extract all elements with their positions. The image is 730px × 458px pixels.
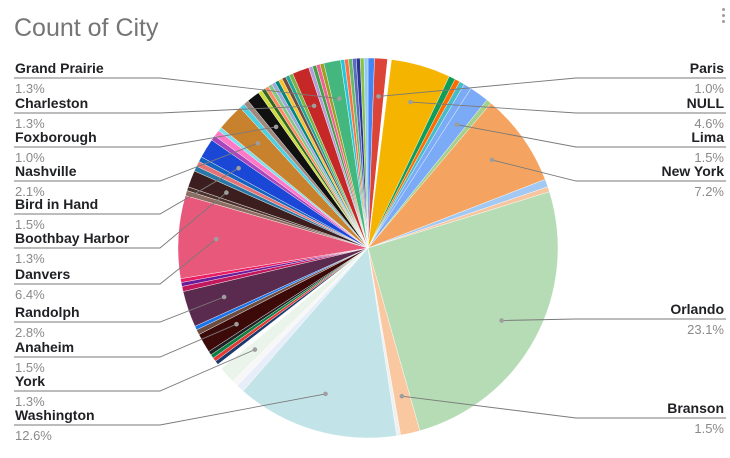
leader-line-grand-prairie (14, 77, 340, 100)
slice-label-randolph: Randolph (15, 304, 80, 320)
leader-line-foxborough (14, 126, 277, 148)
leader-dot-new-york (489, 157, 495, 163)
leader-dot-paris (376, 94, 381, 99)
leader-dot-bird-in-hand (236, 165, 241, 171)
leader-line-lima (456, 124, 726, 148)
leader-dot-danvers (214, 236, 219, 242)
leader-line-charleston (14, 105, 315, 114)
slice-label-washington: Washington (15, 407, 95, 423)
slice-percent-foxborough: 1.0% (15, 150, 45, 165)
leader-dot-nashville (255, 141, 261, 146)
leader-dot-grand-prairie (337, 96, 342, 101)
pie-slice-washington[interactable] (242, 247, 397, 439)
leader-line-anaheim (14, 323, 237, 358)
slice-percent-new-york: 7.2% (694, 184, 724, 199)
leader-dot-lima (454, 122, 460, 127)
slice-label-nashville: Nashville (15, 163, 77, 179)
leader-line-boothbay-harbor (14, 192, 227, 249)
leader-line-new-york (491, 159, 726, 182)
slice-label-york: York (15, 373, 45, 389)
slice-percent-anaheim: 1.5% (15, 360, 45, 375)
slice-label-lima: Lima (691, 129, 724, 145)
slice-percent-lima: 1.5% (694, 150, 724, 165)
slice-label-null: NULL (687, 95, 725, 111)
chart-title: Count of City (14, 14, 159, 42)
slice-percent-grand-prairie: 1.3% (15, 81, 45, 96)
slice-label-branson: Branson (667, 400, 724, 416)
slice-label-grand-prairie: Grand Prairie (15, 60, 104, 76)
slice-percent-danvers: 6.4% (15, 287, 45, 302)
leader-dot-branson (399, 393, 405, 399)
slice-percent-washington: 12.6% (15, 428, 52, 443)
leader-line-bird-in-hand (14, 167, 239, 215)
slice-percent-null: 4.6% (694, 116, 724, 131)
leader-dot-york (252, 347, 258, 352)
slice-percent-orlando: 23.1% (687, 322, 724, 337)
slice-percent-nashville: 2.1% (15, 184, 45, 199)
slice-label-charleston: Charleston (15, 95, 88, 111)
leader-dot-boothbay-harbor (224, 190, 229, 195)
leader-dot-charleston (311, 103, 317, 109)
leader-dot-null (408, 99, 413, 105)
leader-line-danvers (14, 238, 217, 285)
slice-percent-bird-in-hand: 1.5% (15, 217, 45, 232)
slice-percent-branson: 1.5% (694, 421, 724, 436)
slice-label-boothbay-harbor: Boothbay Harbor (15, 230, 130, 246)
leader-line-orlando (501, 318, 726, 321)
pie-slice-69[interactable] (363, 57, 369, 249)
slice-percent-paris: 1.0% (694, 81, 724, 96)
slice-percent-boothbay-harbor: 1.3% (15, 251, 45, 266)
leader-dot-anaheim (234, 321, 239, 327)
leader-line-branson (401, 395, 726, 419)
slice-label-new-york: New York (661, 163, 724, 179)
leader-dot-washington (323, 391, 328, 397)
leader-line-nashville (14, 142, 258, 182)
slice-percent-york: 1.3% (15, 394, 45, 409)
pie-slice-new-york[interactable] (367, 102, 546, 249)
slice-label-anaheim: Anaheim (15, 339, 74, 355)
leader-line-washington (14, 393, 326, 426)
slice-percent-randolph: 2.8% (15, 325, 45, 340)
slice-label-orlando: Orlando (670, 301, 724, 317)
leader-line-paris (378, 77, 726, 97)
slice-label-danvers: Danvers (15, 266, 70, 282)
leader-line-randolph (14, 296, 225, 323)
leader-line-null (410, 101, 726, 114)
leader-dot-randolph (221, 294, 227, 300)
slice-label-bird-in-hand: Bird in Hand (15, 196, 98, 212)
slice-label-paris: Paris (690, 60, 724, 76)
leader-dot-foxborough (273, 124, 279, 130)
more-options-icon[interactable] (722, 8, 726, 26)
slice-percent-charleston: 1.3% (15, 116, 45, 131)
slice-label-foxborough: Foxborough (15, 129, 97, 145)
leader-line-york (14, 349, 256, 392)
leader-dot-orlando (499, 318, 504, 323)
pie-slice-orlando[interactable] (367, 191, 559, 432)
